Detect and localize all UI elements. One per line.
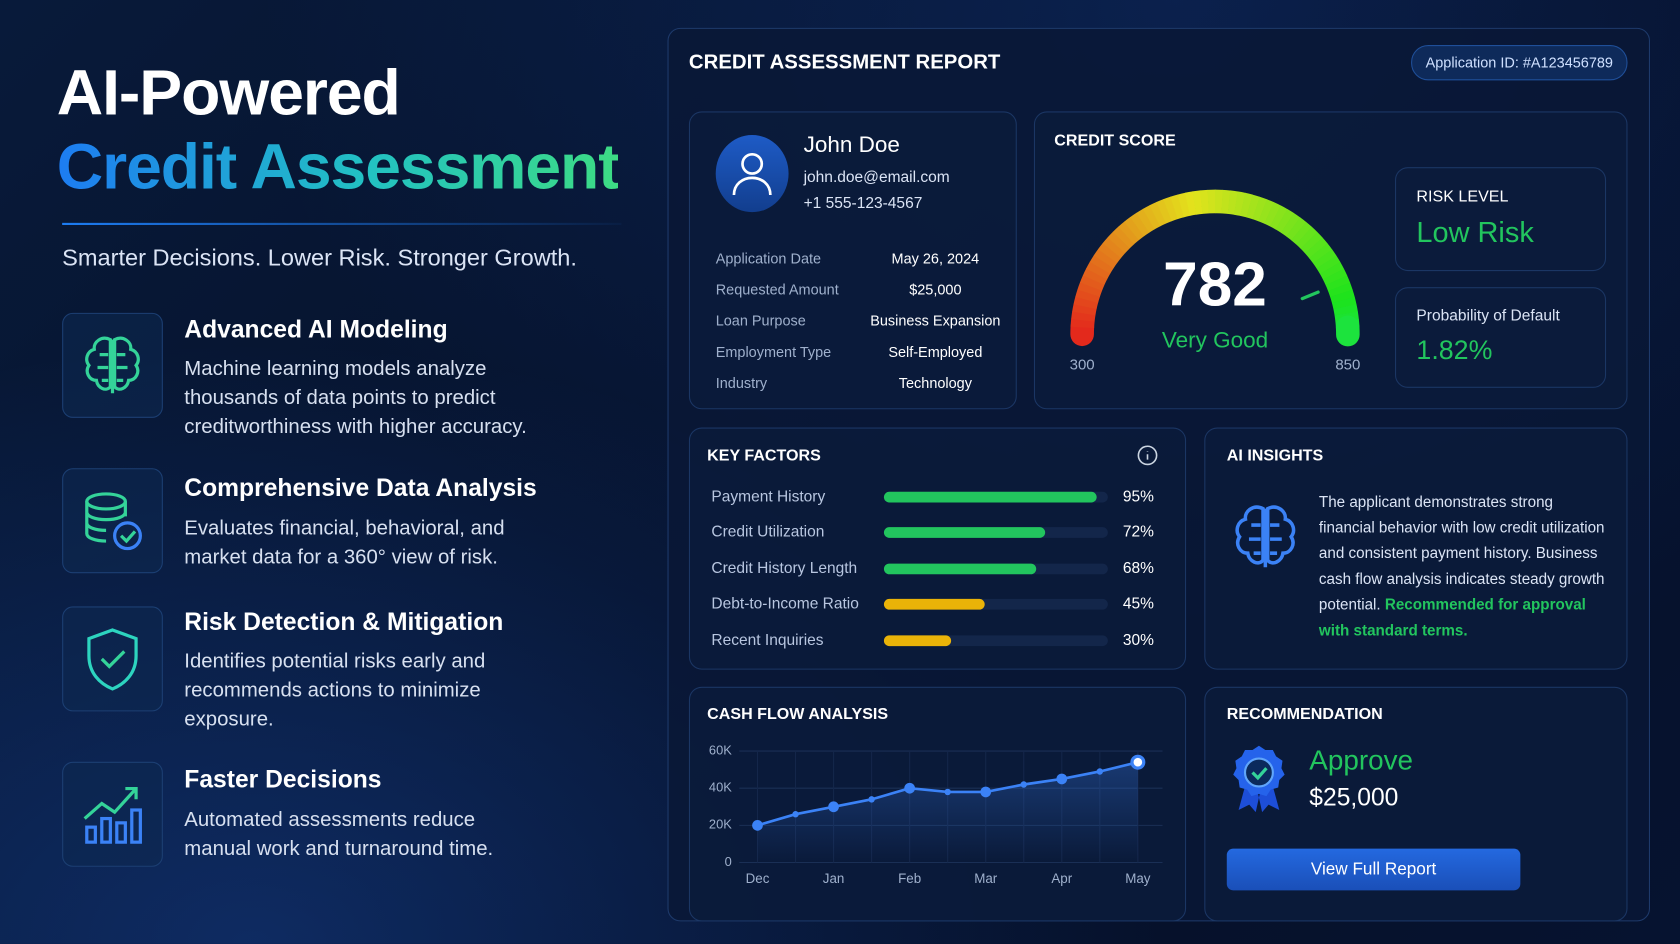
risk-label: RISK LEVEL — [1416, 187, 1509, 206]
feature-icon — [62, 312, 163, 418]
insights-paragraph: The applicant demonstrates strong financ… — [1319, 490, 1610, 644]
feature-text: Evaluates financial, behavioral, and mar… — [184, 517, 505, 569]
detail-value: Technology — [898, 375, 972, 392]
hero-title-accent: Credit Assessment — [56, 130, 620, 203]
applicant-phone: +1 555-123-4567 — [803, 195, 923, 213]
risk-card — [1395, 167, 1607, 272]
key-factors-title: KEY FACTORS — [707, 446, 821, 466]
credit-score-title: CREDIT SCORE — [1054, 131, 1176, 151]
default-card — [1395, 287, 1607, 388]
recommendation-title: RECOMMENDATION — [1226, 705, 1383, 724]
insights-card — [1204, 427, 1628, 670]
feature-icon — [62, 468, 163, 574]
application-id: Application ID: #A123456789 — [1411, 45, 1628, 81]
view-report-button[interactable]: View Full Report — [1226, 848, 1521, 891]
risk-value: Low Risk — [1416, 216, 1534, 249]
detail-value: Business Expansion — [870, 312, 1001, 329]
growth-icon — [83, 786, 142, 844]
feature-text: Automated assessments reduce manual work… — [184, 808, 494, 861]
default-value: 1.82% — [1416, 335, 1493, 366]
insights-text: The applicant demonstrates strong financ… — [1318, 493, 1605, 614]
report-title: CREDIT ASSESSMENT REPORT — [688, 51, 1001, 74]
shield-icon — [87, 628, 138, 691]
applicant-name: John Doe — [803, 132, 900, 158]
feature-title: Faster Decisions — [184, 765, 382, 793]
avatar-icon — [732, 152, 772, 196]
key-factors-card — [688, 427, 1187, 670]
cash-flow-title: CASH FLOW ANALYSIS — [707, 705, 889, 724]
detail-label: Loan Purpose — [715, 312, 806, 329]
default-label: Probability of Default — [1416, 307, 1560, 325]
feature-title: Advanced AI Modeling — [184, 315, 448, 343]
divider — [62, 222, 622, 226]
database-icon — [85, 492, 142, 551]
applicant-email: john.doe@email.com — [803, 169, 950, 187]
detail-label: Employment Type — [715, 343, 832, 361]
insights-highlight: Recommended for approval with standard t… — [1318, 596, 1586, 640]
avatar — [715, 135, 789, 213]
insights-title: AI INSIGHTS — [1226, 446, 1324, 466]
info-icon — [1137, 445, 1158, 466]
tagline: Smarter Decisions. Lower Risk. Stronger … — [62, 244, 577, 272]
detail-label: Requested Amount — [715, 281, 839, 298]
feature-title: Comprehensive Data Analysis — [184, 473, 537, 502]
detail-value: $25,000 — [909, 281, 962, 298]
feature-text: Machine learning models analyze thousand… — [184, 357, 527, 439]
detail-label: Application Date — [715, 250, 822, 267]
detail-value: Self-Employed — [888, 343, 983, 361]
detail-label: Industry — [715, 375, 768, 392]
detail-value: May 26, 2024 — [891, 250, 980, 267]
feature-title: Risk Detection & Mitigation — [184, 607, 504, 636]
brain-icon — [85, 336, 140, 394]
feature-icon — [62, 761, 163, 867]
hero-title: AI-Powered — [56, 56, 401, 129]
feature-icon — [62, 606, 163, 712]
feature-text: Identifies potential risks early and rec… — [184, 650, 486, 731]
approval-badge — [1233, 745, 1285, 813]
insights-brain-icon — [1235, 505, 1296, 568]
decision: Approve — [1309, 743, 1414, 776]
approved-amount: $25,000 — [1309, 783, 1399, 812]
